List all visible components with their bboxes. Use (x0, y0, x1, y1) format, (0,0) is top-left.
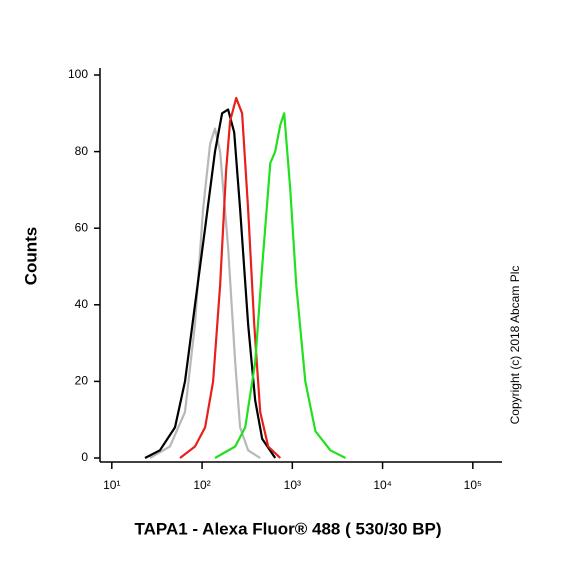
y-axis-title: Counts (21, 227, 40, 286)
histogram-line (179, 96, 282, 459)
histogram-line (214, 112, 346, 459)
copyright: Copyright (c) 2018 Abcam Plc (508, 266, 522, 425)
x-axis-title: TAPA1 - Alexa Fluor® 488 ( 530/30 BP) (135, 519, 442, 538)
y-tick-label: 20 (75, 374, 89, 388)
histogram-line (144, 108, 277, 459)
x-tick-label: 10⁵ (464, 478, 482, 492)
y-tick-label: 40 (75, 297, 89, 311)
x-tick-label: 10³ (284, 478, 301, 492)
y-tick-label: 0 (81, 450, 88, 464)
y-tick-label: 100 (68, 67, 88, 81)
x-tick-label: 10² (193, 478, 210, 492)
x-tick-label: 10¹ (103, 478, 120, 492)
histogram-line (149, 127, 261, 459)
x-tick-label: 10⁴ (373, 478, 392, 492)
y-tick-label: 60 (75, 220, 89, 234)
y-tick-label: 80 (75, 144, 89, 158)
